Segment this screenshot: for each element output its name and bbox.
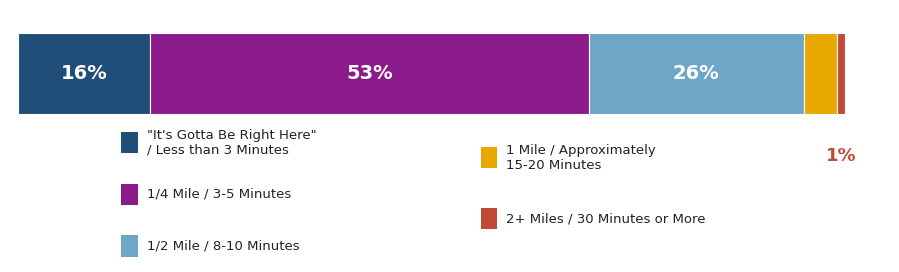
- Bar: [589, 33, 804, 114]
- Bar: [18, 33, 150, 114]
- Bar: [121, 132, 138, 153]
- Bar: [481, 208, 497, 229]
- Text: 1/2 Mile / 8-10 Minutes: 1/2 Mile / 8-10 Minutes: [147, 240, 299, 253]
- Bar: [121, 184, 138, 205]
- Text: 16%: 16%: [61, 64, 108, 83]
- Bar: [804, 33, 837, 114]
- Bar: [481, 147, 497, 168]
- Text: 4%: 4%: [805, 0, 835, 4]
- Text: 2+ Miles / 30 Minutes or More: 2+ Miles / 30 Minutes or More: [506, 212, 706, 225]
- Text: "It's Gotta Be Right Here"
/ Less than 3 Minutes: "It's Gotta Be Right Here" / Less than 3…: [147, 129, 316, 156]
- Text: 1 Mile / Approximately
15-20 Minutes: 1 Mile / Approximately 15-20 Minutes: [506, 144, 656, 172]
- Text: 1/4 Mile / 3-5 Minutes: 1/4 Mile / 3-5 Minutes: [147, 188, 290, 201]
- Text: 1%: 1%: [825, 147, 856, 165]
- Text: 53%: 53%: [346, 64, 393, 83]
- Bar: [150, 33, 589, 114]
- Bar: [121, 236, 138, 257]
- Bar: [837, 33, 845, 114]
- Text: 26%: 26%: [672, 64, 719, 83]
